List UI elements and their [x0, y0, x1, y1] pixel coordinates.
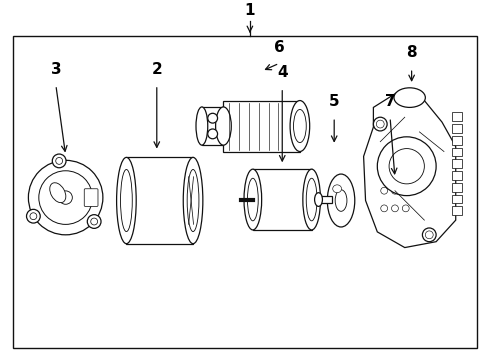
Circle shape	[208, 113, 218, 123]
Circle shape	[402, 187, 409, 194]
Bar	[202, 107, 223, 145]
Bar	[223, 100, 300, 152]
Ellipse shape	[315, 193, 322, 206]
Circle shape	[377, 183, 392, 198]
Circle shape	[381, 187, 388, 194]
Bar	[13, 36, 477, 347]
Ellipse shape	[196, 107, 208, 145]
Ellipse shape	[303, 169, 320, 230]
Circle shape	[392, 205, 398, 212]
Bar	[452, 159, 462, 168]
Circle shape	[376, 120, 384, 128]
Bar	[452, 124, 462, 133]
Ellipse shape	[333, 185, 342, 193]
Circle shape	[30, 213, 37, 220]
Circle shape	[425, 231, 433, 239]
Bar	[452, 195, 462, 203]
Circle shape	[56, 157, 63, 164]
Bar	[253, 169, 312, 230]
Circle shape	[39, 171, 93, 224]
Ellipse shape	[335, 190, 347, 211]
Bar	[318, 195, 332, 203]
Circle shape	[388, 201, 402, 216]
Text: 5: 5	[329, 94, 340, 109]
Circle shape	[422, 228, 436, 242]
Ellipse shape	[117, 157, 136, 244]
Circle shape	[389, 149, 424, 184]
Circle shape	[52, 154, 66, 168]
Circle shape	[91, 218, 98, 225]
Text: 6: 6	[274, 40, 285, 55]
Circle shape	[381, 205, 388, 212]
Bar	[452, 206, 462, 215]
Circle shape	[398, 201, 413, 216]
Ellipse shape	[187, 170, 199, 231]
Circle shape	[87, 215, 101, 228]
Ellipse shape	[244, 169, 262, 230]
Ellipse shape	[247, 178, 258, 221]
Circle shape	[59, 191, 73, 204]
Bar	[126, 157, 193, 244]
Ellipse shape	[183, 157, 203, 244]
Bar	[452, 183, 462, 192]
Text: 3: 3	[50, 62, 61, 77]
Circle shape	[373, 117, 387, 131]
Ellipse shape	[294, 109, 306, 143]
Text: 2: 2	[151, 62, 162, 77]
Ellipse shape	[327, 174, 355, 227]
Text: 4: 4	[277, 65, 288, 80]
Bar	[452, 112, 462, 121]
Text: 1: 1	[245, 3, 255, 18]
Ellipse shape	[216, 107, 231, 145]
Circle shape	[377, 137, 436, 195]
Circle shape	[388, 183, 402, 198]
Circle shape	[26, 210, 40, 223]
Circle shape	[392, 187, 398, 194]
Bar	[452, 148, 462, 156]
Bar	[452, 171, 462, 180]
Circle shape	[377, 201, 392, 216]
Circle shape	[398, 183, 413, 198]
Text: 7: 7	[385, 94, 395, 109]
FancyBboxPatch shape	[84, 189, 98, 206]
Ellipse shape	[290, 100, 310, 152]
Circle shape	[28, 160, 103, 235]
Ellipse shape	[121, 170, 132, 231]
Ellipse shape	[50, 183, 66, 203]
Text: 8: 8	[406, 45, 417, 60]
Circle shape	[208, 129, 218, 139]
Ellipse shape	[394, 88, 425, 107]
Polygon shape	[364, 91, 456, 248]
Bar	[452, 136, 462, 145]
Ellipse shape	[306, 178, 317, 221]
Circle shape	[402, 205, 409, 212]
